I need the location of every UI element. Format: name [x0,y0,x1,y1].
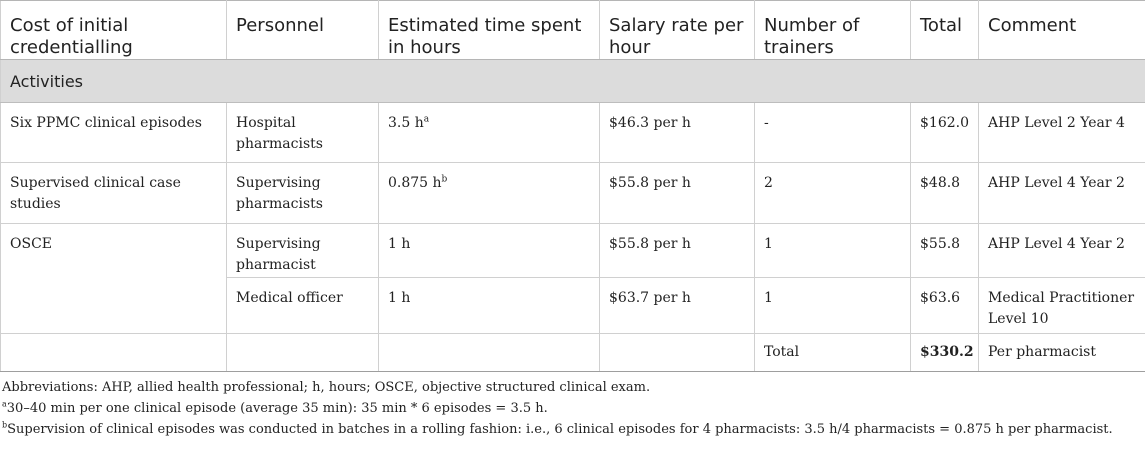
cell-trainers: 1 [754,223,911,278]
column-header-cost: Cost of initial credentialling [0,0,227,60]
table-footnotes: Abbreviations: AHP, allied health profes… [0,377,1145,440]
cell-comment: Medical Practitioner Level 10 [978,277,1145,334]
cell-trainers: - [754,102,911,163]
cell-comment: AHP Level 2 Year 4 [978,102,1145,163]
credentialling-cost-table: Cost of initial credentialling Personnel… [0,0,1145,372]
table-total-row: Total $330.2 Per pharmacist [0,333,1145,372]
cell-personnel: Hospital pharmacists [226,102,379,163]
cell-activity: Six PPMC clinical episodes [0,102,227,163]
column-header-salary-rate: Salary rate per hour [599,0,755,60]
cell-empty [226,333,379,372]
footnote-b: bSupervision of clinical episodes was co… [2,419,1145,440]
cell-rate: $55.8 per h [599,162,755,224]
cell-personnel: Medical officer [226,277,379,334]
footnote-abbreviations: Abbreviations: AHP, allied health profes… [2,380,651,395]
cell-activity: Supervised clinical case studies [0,162,227,224]
cell-empty [0,333,227,372]
footnote-b-text: Supervision of clinical episodes was con… [7,422,1113,437]
footnote-a-marker: a [2,399,7,409]
cell-time: 0.875 hb [378,162,600,224]
table-row: Medical officer 1 h $63.7 per h 1 $63.6 … [0,277,1145,334]
table-row: Supervised clinical case studies Supervi… [0,162,1145,224]
cell-activity: OSCE [0,223,227,278]
cell-total: $63.6 [910,277,979,334]
cell-rate: $63.7 per h [599,277,755,334]
column-header-personnel: Personnel [226,0,379,60]
section-row-activities: Activities [0,59,1145,103]
cell-total: $48.8 [910,162,979,224]
cell-time: 1 h [378,277,600,334]
cell-total: $55.8 [910,223,979,278]
total-value: $330.2 [910,333,979,372]
footnote-a-text: 30–40 min per one clinical episode (aver… [6,401,548,416]
credentialling-cost-table-container: Cost of initial credentialling Personnel… [0,0,1145,440]
cell-time: 1 h [378,223,600,278]
column-header-time: Estimated time spent in hours [378,0,600,60]
footnote-marker-a: a [423,114,430,125]
footnote-b-marker: b [2,420,8,430]
time-value: 3.5 h [388,115,424,131]
total-label: Total [754,333,911,372]
column-header-trainers: Number of trainers [754,0,911,60]
cell-time: 3.5 ha [378,102,600,163]
cell-empty [599,333,755,372]
total-comment: Per pharmacist [978,333,1145,372]
cell-rate: $55.8 per h [599,223,755,278]
cell-total: $162.0 [910,102,979,163]
cell-rate: $46.3 per h [599,102,755,163]
footnote-a: a30–40 min per one clinical episode (ave… [2,398,1145,419]
column-header-comment: Comment [978,0,1145,60]
cell-trainers: 2 [754,162,911,224]
cell-comment: AHP Level 4 Year 2 [978,223,1145,278]
column-header-total: Total [910,0,979,60]
footnote-marker-b: b [441,174,448,185]
time-value: 0.875 h [388,175,442,191]
cell-activity [0,277,227,334]
table-row: OSCE Supervising pharmacist 1 h $55.8 pe… [0,223,1145,278]
cell-trainers: 1 [754,277,911,334]
section-label: Activities [0,59,1145,103]
table-header-row: Cost of initial credentialling Personnel… [0,0,1145,60]
table-row: Six PPMC clinical episodes Hospital phar… [0,102,1145,163]
cell-personnel: Supervising pharmacists [226,162,379,224]
cell-personnel: Supervising pharmacist [226,223,379,278]
cell-empty [378,333,600,372]
cell-comment: AHP Level 4 Year 2 [978,162,1145,224]
